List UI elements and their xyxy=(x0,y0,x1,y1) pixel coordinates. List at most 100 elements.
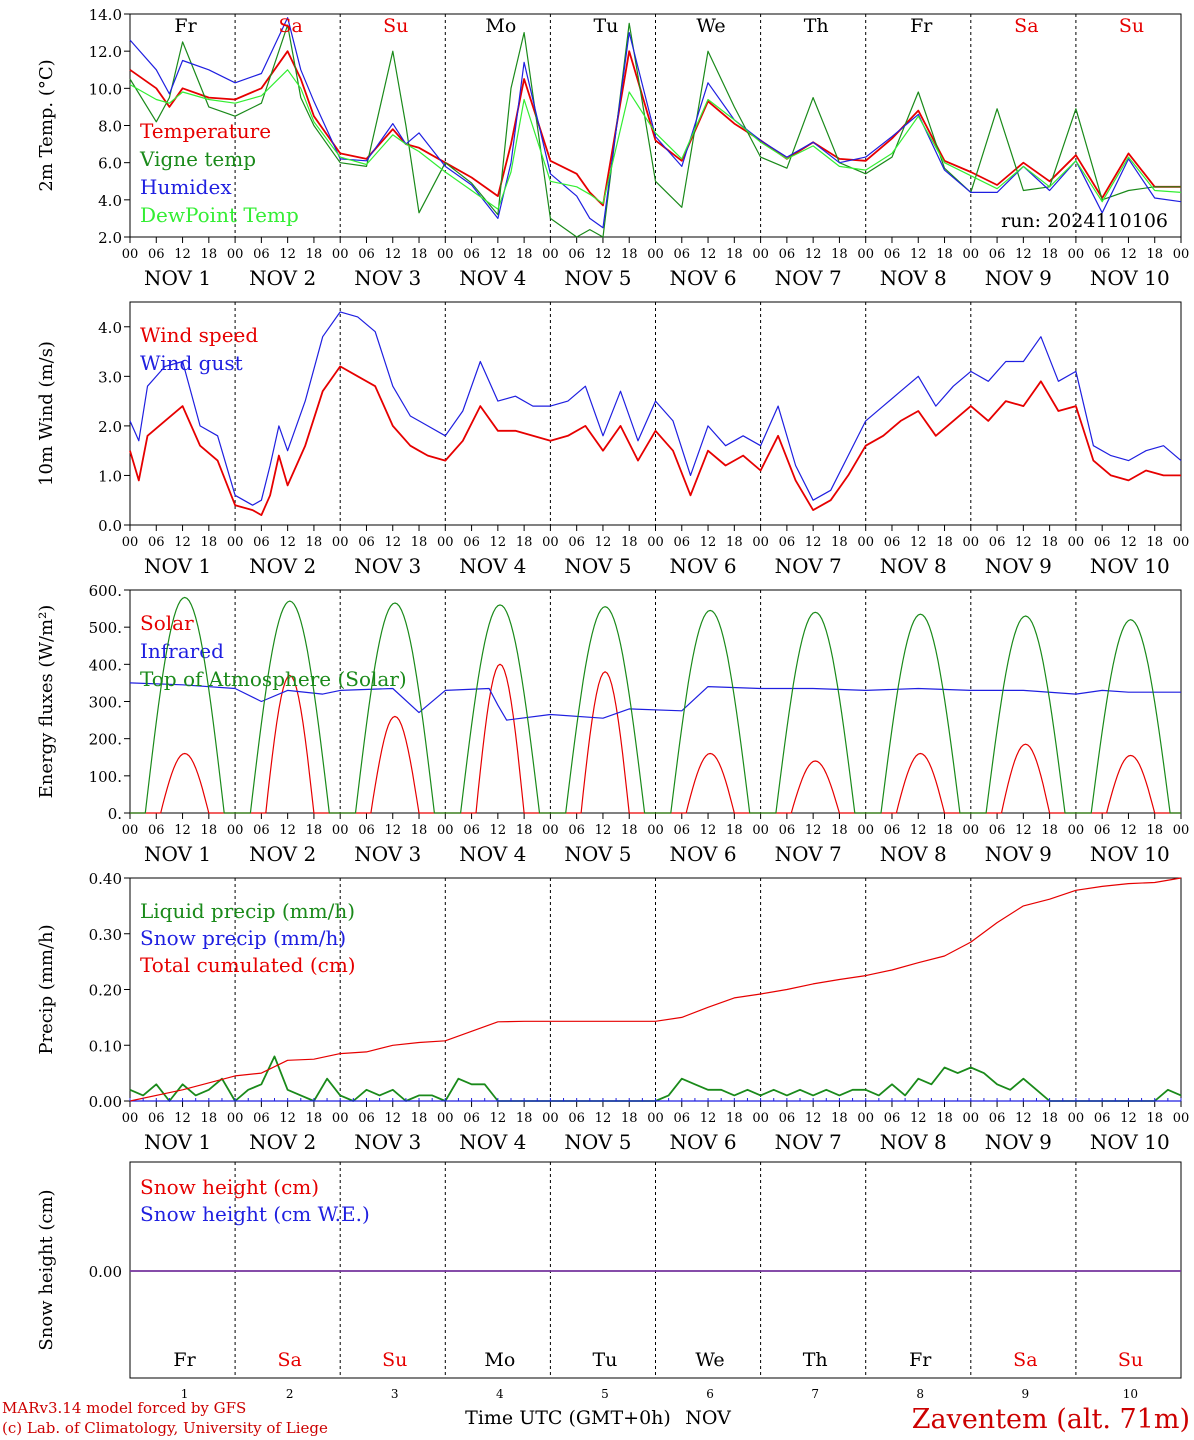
x-date-label: NOV 1 xyxy=(144,554,211,578)
x-hour-label: 12 xyxy=(700,1111,717,1126)
x-hour-label: 00 xyxy=(542,823,559,838)
y-tick-label: 6.0 xyxy=(98,155,122,173)
x-hour-label: 12 xyxy=(384,535,401,550)
x-hour-label: 12 xyxy=(174,535,191,550)
x-hour-label: 00 xyxy=(542,535,559,550)
x-hour-label: 00 xyxy=(963,1111,980,1126)
top-day-name: Fr xyxy=(910,15,933,37)
x-hour-label: 00 xyxy=(857,823,874,838)
x-hour-label: 00 xyxy=(1068,535,1085,550)
legend-entry: Wind speed xyxy=(140,323,258,347)
x-hour-label: 12 xyxy=(805,823,822,838)
y-tick-label: 0.40 xyxy=(89,870,122,888)
x-hour-label: 18 xyxy=(936,247,953,262)
y-axis-label: Energy fluxes (W/m²) xyxy=(36,605,57,799)
x-hour-label: 06 xyxy=(989,823,1006,838)
x-hour-label: 18 xyxy=(516,1111,533,1126)
x-hour-label: 06 xyxy=(884,535,901,550)
x-hour-label: 12 xyxy=(384,1111,401,1126)
x-hour-label: 00 xyxy=(963,247,980,262)
y-tick-label: 0.00 xyxy=(89,1263,122,1281)
x-date-label: NOV 9 xyxy=(985,554,1052,578)
x-hour-label: 12 xyxy=(174,247,191,262)
x-hour-label: 18 xyxy=(831,1111,848,1126)
x-hour-label: 18 xyxy=(1146,1111,1163,1126)
x-hour-label: 06 xyxy=(568,1111,585,1126)
x-date-label: NOV 2 xyxy=(249,842,316,866)
y-tick-label: 10.0 xyxy=(89,80,122,98)
panel-frame xyxy=(129,589,1182,814)
x-hour-label: 18 xyxy=(726,247,743,262)
x-hour-label: 18 xyxy=(411,823,428,838)
x-hour-label: 00 xyxy=(227,1111,244,1126)
x-hour-label: 12 xyxy=(174,1111,191,1126)
bottom-day-number: 3 xyxy=(391,1387,399,1401)
y-tick-label: 100. xyxy=(89,768,122,786)
bottom-day-number: 1 xyxy=(181,1387,189,1401)
x-hour-label: 18 xyxy=(726,1111,743,1126)
x-hour-label: 00 xyxy=(647,247,664,262)
legend-entry: DewPoint Temp xyxy=(140,203,299,227)
x-hour-label: 06 xyxy=(989,247,1006,262)
x-hour-label: 00 xyxy=(332,535,349,550)
x-hour-label: 00 xyxy=(752,823,769,838)
x-hour-label: 12 xyxy=(279,535,296,550)
top-day-name: Mo xyxy=(485,15,516,37)
y-tick-label: 2.0 xyxy=(98,229,122,247)
x-hour-label: 18 xyxy=(1041,247,1058,262)
legend-entry: Liquid precip (mm/h) xyxy=(140,899,355,923)
x-hour-label: 06 xyxy=(674,823,691,838)
y-tick-label: 4.0 xyxy=(98,192,122,210)
x-hour-label: 00 xyxy=(647,1111,664,1126)
x-hour-label: 00 xyxy=(1173,823,1190,838)
x-hour-label: 06 xyxy=(148,823,165,838)
y-tick-label: 0.00 xyxy=(89,1093,122,1111)
bottom-day-number: 5 xyxy=(601,1387,609,1401)
x-date-label: NOV 6 xyxy=(670,266,737,290)
x-date-label: NOV 9 xyxy=(985,266,1052,290)
bottom-day-name: Sa xyxy=(1013,1349,1037,1371)
x-hour-label: 12 xyxy=(595,535,612,550)
bottom-day-name: Th xyxy=(803,1349,828,1371)
x-hour-label: 06 xyxy=(463,535,480,550)
bottom-day-name: Sa xyxy=(277,1349,301,1371)
x-hour-label: 06 xyxy=(463,1111,480,1126)
x-hour-label: 06 xyxy=(358,1111,375,1126)
x-hour-label: 18 xyxy=(621,247,638,262)
x-date-label: NOV 2 xyxy=(249,1130,316,1154)
x-hour-label: 12 xyxy=(910,247,927,262)
x-hour-label: 06 xyxy=(779,1111,796,1126)
x-date-label: NOV 5 xyxy=(564,554,631,578)
x-hour-label: 00 xyxy=(437,247,454,262)
x-hour-label: 06 xyxy=(779,535,796,550)
x-hour-label: 12 xyxy=(174,823,191,838)
x-hour-label: 18 xyxy=(726,823,743,838)
x-hour-label: 06 xyxy=(989,1111,1006,1126)
x-date-label: NOV 5 xyxy=(564,1130,631,1154)
x-hour-label: 12 xyxy=(384,823,401,838)
x-hour-label: 00 xyxy=(437,1111,454,1126)
y-tick-label: 1.0 xyxy=(98,467,122,485)
x-hour-label: 06 xyxy=(358,823,375,838)
x-hour-label: 18 xyxy=(831,535,848,550)
x-hour-label: 12 xyxy=(1015,535,1032,550)
x-hour-label: 18 xyxy=(621,535,638,550)
x-hour-label: 00 xyxy=(332,823,349,838)
x-hour-label: 18 xyxy=(411,535,428,550)
x-hour-label: 06 xyxy=(568,823,585,838)
x-hour-label: 06 xyxy=(1094,823,1111,838)
y-tick-label: 500. xyxy=(89,619,122,637)
x-date-label: NOV 10 xyxy=(1090,266,1170,290)
x-hour-label: 18 xyxy=(936,823,953,838)
x-hour-label: 12 xyxy=(1015,823,1032,838)
x-hour-label: 00 xyxy=(122,247,139,262)
x-axis-month: NOV xyxy=(685,1407,731,1429)
x-hour-label: 06 xyxy=(148,247,165,262)
x-hour-label: 06 xyxy=(884,1111,901,1126)
x-date-label: NOV 2 xyxy=(249,554,316,578)
x-hour-label: 06 xyxy=(674,1111,691,1126)
x-date-label: NOV 10 xyxy=(1090,554,1170,578)
series-line-dewpoint-temp xyxy=(129,69,1182,210)
x-hour-label: 12 xyxy=(1015,247,1032,262)
legend-entry: Humidex xyxy=(140,175,232,199)
